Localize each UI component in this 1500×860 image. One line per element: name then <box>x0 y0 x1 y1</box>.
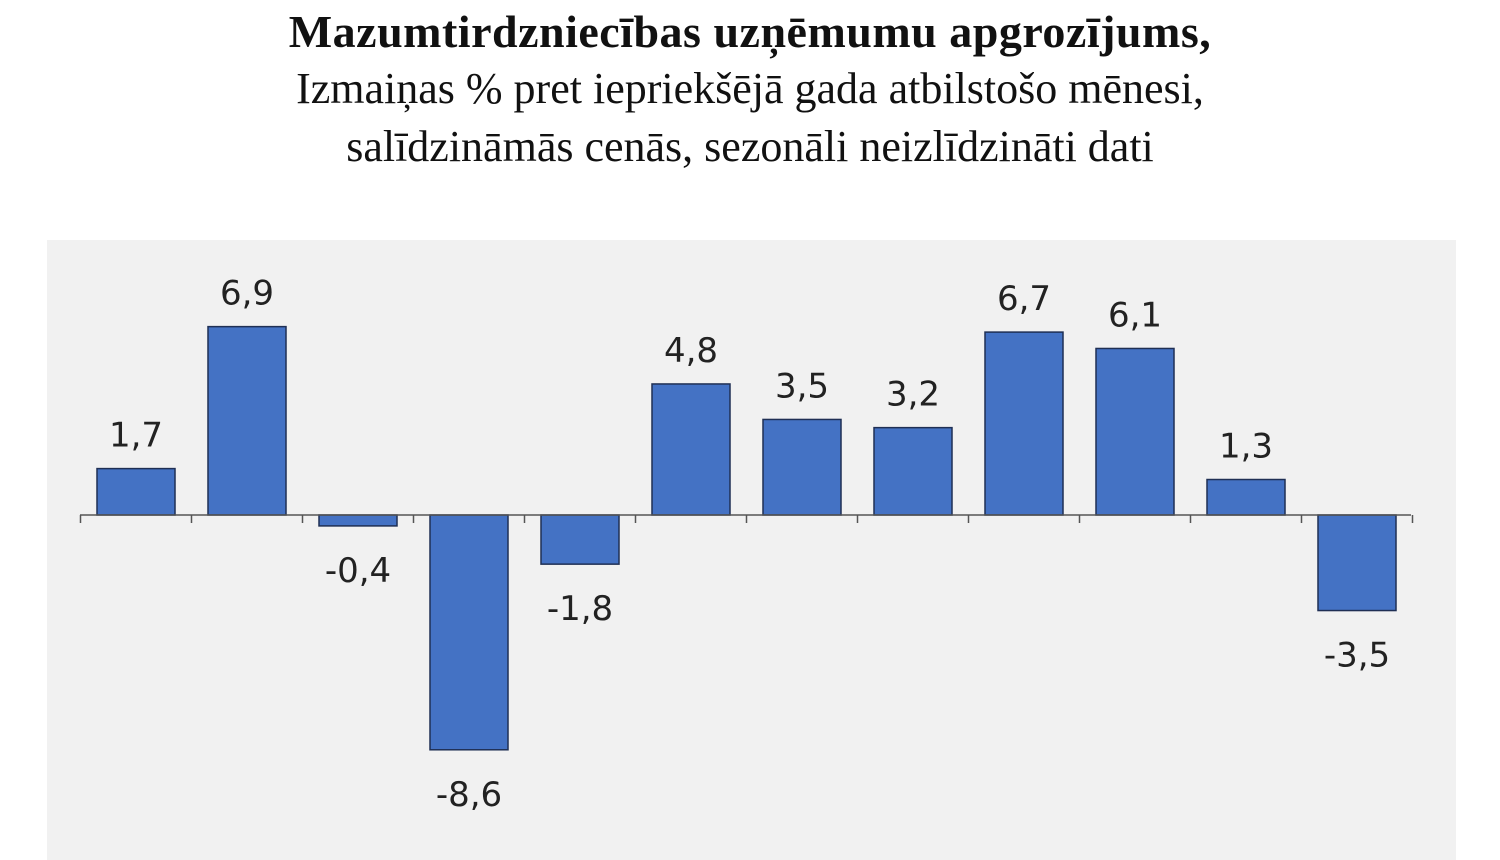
bar <box>651 383 731 516</box>
chart-subtitle-line-1: Izmaiņas % pret iepriekšējā gada atbilst… <box>296 64 1204 113</box>
bar <box>540 514 620 565</box>
x-axis <box>79 514 1414 523</box>
chart-title: Mazumtirdzniecības uzņēmumu apgrozījums, <box>288 6 1212 57</box>
data-label: -0,4 <box>325 551 391 591</box>
data-label: 6,1 <box>1108 295 1162 335</box>
bar <box>762 418 842 516</box>
data-label: 6,9 <box>220 274 274 314</box>
data-label: -1,8 <box>547 589 613 629</box>
data-label: 3,2 <box>886 375 940 415</box>
data-label: 3,5 <box>775 366 829 406</box>
data-label: -3,5 <box>1324 636 1390 676</box>
data-label: 4,8 <box>664 331 718 371</box>
bar <box>96 467 176 516</box>
bar <box>318 514 398 527</box>
data-labels-group: 1,7 6,9 -0,4 -8,6 -1,8 4,8 3,5 3,2 6,7 6,1 1,3 -3,5 <box>109 274 1390 815</box>
chart-subtitle-line-2: salīdzināmās cenās, sezonāli neizlīdzinā… <box>346 122 1154 171</box>
data-label: 6,7 <box>997 279 1051 319</box>
bar <box>1317 514 1397 612</box>
data-label: 1,3 <box>1219 427 1273 467</box>
data-label: 1,7 <box>109 416 163 456</box>
data-label: -8,6 <box>436 775 502 815</box>
bar <box>984 331 1064 516</box>
bars-group <box>96 325 1397 751</box>
chart-title-block: Mazumtirdzniecības uzņēmumu apgrozījums,… <box>0 0 1500 176</box>
bar <box>1206 478 1286 516</box>
bar <box>1095 347 1175 516</box>
bar <box>429 514 509 751</box>
bar <box>873 426 953 516</box>
bar <box>207 325 287 516</box>
